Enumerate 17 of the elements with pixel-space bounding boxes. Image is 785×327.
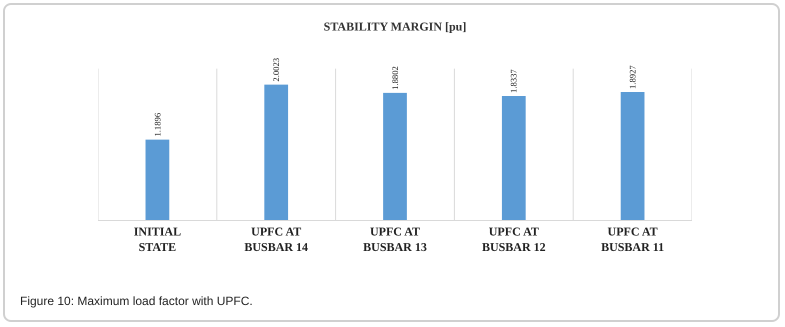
data-label: 2.0023 [271, 58, 282, 82]
data-label: 1.8927 [627, 64, 638, 90]
bar [502, 96, 526, 220]
x-tick-label: UPFC AT BUSBAR 12 [482, 224, 546, 254]
bar [383, 92, 407, 220]
data-label: 1.8337 [508, 68, 519, 93]
caption: Figure 10: Maximum load factor with UPFC. [20, 294, 253, 308]
bar [620, 92, 644, 220]
x-tick-label: INITIAL STATE [134, 224, 182, 254]
bar [264, 84, 288, 220]
data-label: 1.8802 [390, 66, 400, 90]
data-label: 1.1896 [152, 112, 162, 137]
chart-title: STABILITY MARGIN [pu] [324, 19, 466, 34]
x-tick-label: UPFC AT BUSBAR 11 [601, 224, 664, 254]
x-tick-label: UPFC AT BUSBAR 14 [244, 224, 308, 254]
x-tick-label: UPFC AT BUSBAR 13 [363, 224, 427, 254]
bar [146, 140, 170, 220]
